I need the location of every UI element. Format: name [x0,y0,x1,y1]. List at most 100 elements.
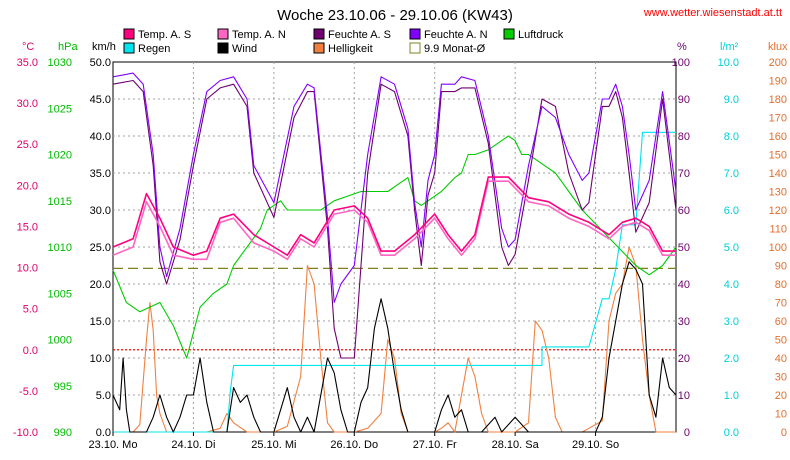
tick-label: 0 [684,427,690,439]
series-line-feuchte-a-n [112,72,677,304]
axis-klux: klux200190180170160150140130120110100908… [768,41,788,439]
source-url[interactable]: www.wetter.wiesenstadt.at.tt [643,7,782,19]
series-line-feuchte-a-s [112,79,677,359]
tick-label: 10.0 [718,57,739,69]
series-line-temp-a-s [112,176,676,256]
tick-label: 1030 [48,57,72,69]
tick-label: 20 [678,353,690,365]
tick-label: 1000 [48,335,72,347]
tick-label: 120 [769,205,787,217]
axis-unit-label: °C [22,41,34,53]
x-tick-label: 24.10. Di [171,439,215,451]
legend-item-regen: Regen [123,42,170,55]
legend-swatch [503,28,515,40]
legend-swatch [409,28,421,40]
legend-swatch [123,42,135,54]
tick-label: 110 [769,224,787,236]
chart-title: Woche 23.10.06 - 29.10.06 (KW43) [277,7,513,24]
axis-unit-label: % [677,41,687,53]
tick-label: 0.0 [96,427,111,439]
plot-area [112,72,677,433]
tick-label: 8.0 [724,131,739,143]
tick-label: 190 [769,76,787,88]
tick-label: 40 [678,279,690,291]
tick-label: 1.0 [724,390,739,402]
legend-swatch [123,28,135,40]
tick-label: 15.0 [17,221,38,233]
legend-swatch [217,28,229,40]
legend-swatch [313,28,325,40]
tick-label: 30 [775,372,787,384]
tick-label: 0.0 [724,427,739,439]
tick-label: 0.0 [23,345,38,357]
tick-label: 10 [775,409,787,421]
tick-label: 10 [678,390,690,402]
legend-item-helligkeit: Helligkeit [313,42,373,55]
x-tick-label: 26.10. Do [330,439,378,451]
series-line-temp-a-n [112,180,676,261]
tick-label: 1010 [48,242,72,254]
tick-label: 15.0 [90,316,111,328]
axis-celsius: °C 35.0 30.0 25.0 20.0 15.0 10.0 5.0 0.0 -5.0 -10.… [13,41,38,439]
tick-label: 995 [54,381,72,393]
axis-km-h: km/h 50.0 45.0 40.0 35.0 30.0 25.0 20.0 15.0 10.0… [90,41,116,439]
tick-label: 30.0 [17,98,38,110]
legend-item-feuchte-a-s: Feuchte A. S [313,28,391,41]
tick-label: 25.0 [17,139,38,151]
tick-label: 25.0 [90,242,111,254]
legend-label: Feuchte A. S [328,29,391,41]
tick-label: 50 [678,242,690,254]
tick-label: 10.0 [17,263,38,275]
axis-unit-label: l/m² [720,41,739,53]
tick-label: 180 [769,94,787,106]
series-line-wind [112,261,677,433]
legend-item-wind: Wind [217,42,257,55]
tick-label: 200 [769,57,787,69]
legend-item-9-9-monat: 9.9 Monat-Ø [409,42,486,55]
x-tick-label: 28.10. Sa [492,439,540,451]
tick-label: 90 [678,94,690,106]
legend-label: Feuchte A. N [424,29,488,41]
x-tick-label: 23.10. Mo [89,439,138,451]
tick-label: 130 [769,187,787,199]
tick-label: 90 [775,261,787,273]
axis-l-m: l/m² 10.0 9.0 8.0 7.0 6.0 5.0 4.0 3.0 2.0 1.0 0.0 [718,41,739,439]
legend-label: Helligkeit [328,43,373,55]
legend-item-luftdruck: Luftdruck [503,28,564,41]
legend-swatch [313,42,325,54]
legend-item-temp-a-s: Temp. A. S [123,28,191,41]
tick-label: 20 [775,390,787,402]
tick-label: 70 [775,298,787,310]
legend-label: Temp. A. N [232,29,286,41]
axis-unit-label: hPa [58,41,78,53]
series-line-luftdruck [112,135,677,359]
tick-label: 40 [775,353,787,365]
legend-label: Luftdruck [518,29,564,41]
tick-label: 5.0 [724,242,739,254]
tick-label: 3.0 [724,316,739,328]
axes: °C 35.0 30.0 25.0 20.0 15.0 10.0 5.0 0.0 -5.0 -10.… [13,41,788,451]
tick-label: 9.0 [724,94,739,106]
tick-label: 35.0 [90,168,111,180]
tick-label: 70 [678,168,690,180]
tick-label: 150 [769,150,787,162]
x-tick-label: 27.10. Fr [413,439,457,451]
tick-label: 100 [672,57,690,69]
legend: Temp. A. S Temp. A. N Feuchte A. S Feuchte … [123,28,564,55]
tick-label: 2.0 [724,353,739,365]
legend-swatch [217,42,229,54]
tick-label: 1020 [48,150,72,162]
legend-label: Regen [138,43,170,55]
tick-label: 20.0 [90,279,111,291]
tick-label: 60 [775,316,787,328]
legend-item-temp-a-n: Temp. A. N [217,28,286,41]
tick-label: 60 [678,205,690,217]
series-line-regen [113,131,676,433]
tick-label: 35.0 [17,57,38,69]
tick-label: 100 [769,242,787,254]
legend-label: 9.9 Monat-Ø [424,43,486,55]
axis-hpa: hPa 1030 1025 1020 1015 1010 1005 1000 995 990 [48,41,79,439]
tick-label: 80 [678,131,690,143]
